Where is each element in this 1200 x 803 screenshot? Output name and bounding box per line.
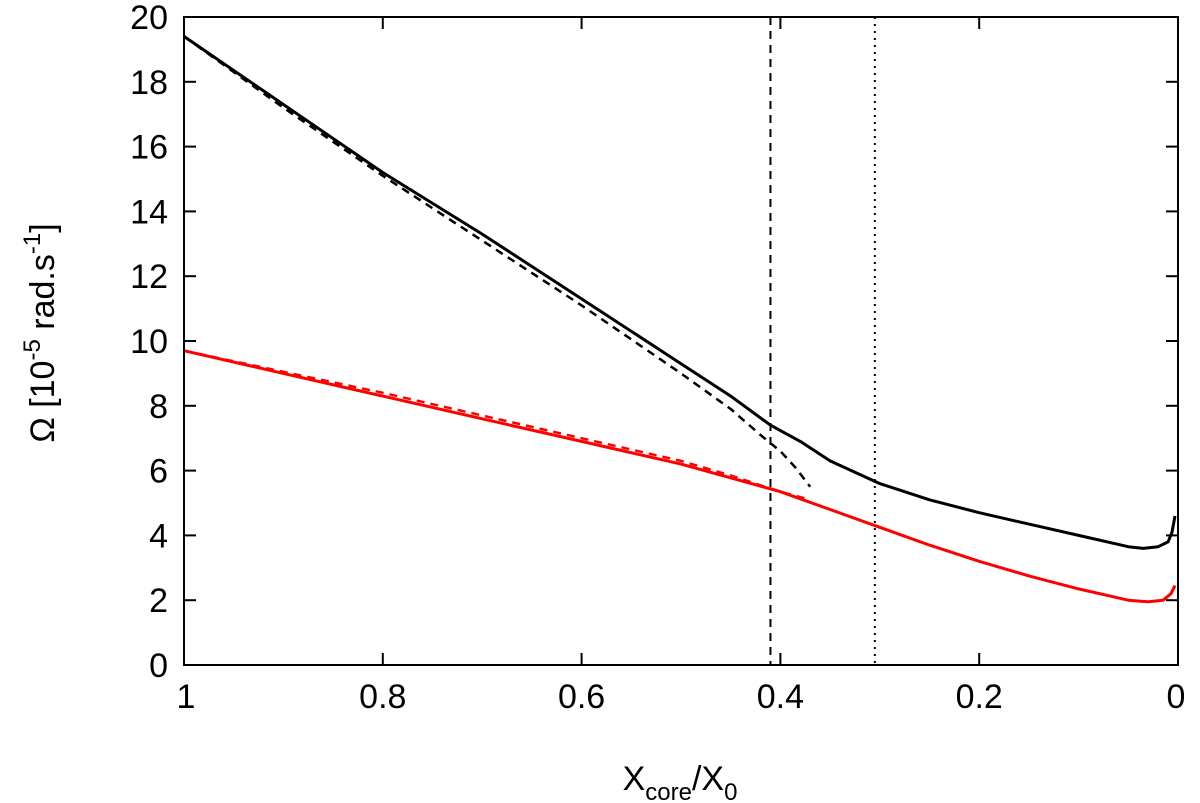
- y-tick-label: 18: [130, 64, 168, 102]
- y-tick-label: 20: [130, 0, 168, 37]
- y-tick-label: 16: [130, 129, 168, 167]
- x-tick-label: 0.6: [558, 678, 605, 716]
- x-tick-label: 0.2: [956, 678, 1003, 716]
- series-line-0: [183, 35, 1177, 550]
- y-tick-label: 4: [149, 517, 168, 555]
- series-line-2: [183, 349, 1177, 604]
- series-line-3: [183, 349, 811, 502]
- y-tick-label: 8: [149, 388, 168, 426]
- x-tick-label: 0.8: [359, 678, 406, 716]
- y-tick-label: 12: [130, 258, 168, 296]
- y-tick-label: 14: [130, 193, 168, 231]
- y-tick-label: 10: [130, 323, 168, 361]
- y-tick-label: 0: [149, 647, 168, 685]
- x-tick-label: 1: [177, 678, 196, 716]
- y-axis-label: Ω [10-5 rad.s-1]: [19, 223, 62, 442]
- x-axis-label: Xcore/X0: [623, 760, 738, 803]
- x-tick-label: 0: [1167, 678, 1186, 716]
- y-tick-label: 6: [149, 453, 168, 491]
- ticks: 1 0.8 0.6 0.4 0.2 0 0 2 4 6 8 10 12 14 16 18 20: [130, 0, 1185, 716]
- series-line-1: [183, 35, 812, 488]
- plot-frame: [183, 16, 1179, 666]
- plot-marks: [183, 17, 1177, 665]
- x-tick-label: 0.4: [757, 678, 804, 716]
- y-tick-label: 2: [149, 582, 168, 620]
